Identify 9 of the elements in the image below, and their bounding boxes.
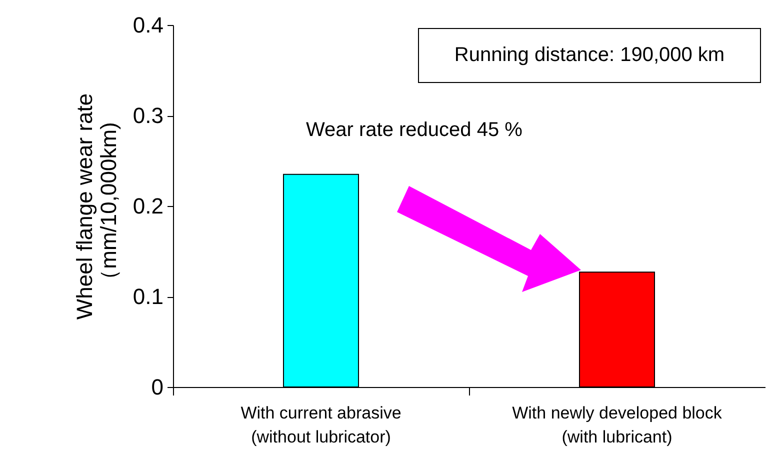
y-tick-label: 0.2 — [132, 194, 164, 218]
y-tick-label: 0.3 — [132, 103, 164, 128]
annotation: Wear rate reduced 45 % — [306, 119, 522, 142]
x-tick-label: With newly developed block (with lubricant) — [512, 404, 722, 446]
y-tick-label: 0.4 — [132, 12, 164, 38]
x-tick-label: With current abrasive (without lubricator) — [240, 404, 402, 446]
y-tick-label: 0.1 — [132, 284, 164, 309]
y-axis-title: Wheel flange wear rate （mm/10,000km) — [72, 93, 121, 320]
y-tick-label: 0 — [151, 374, 164, 400]
